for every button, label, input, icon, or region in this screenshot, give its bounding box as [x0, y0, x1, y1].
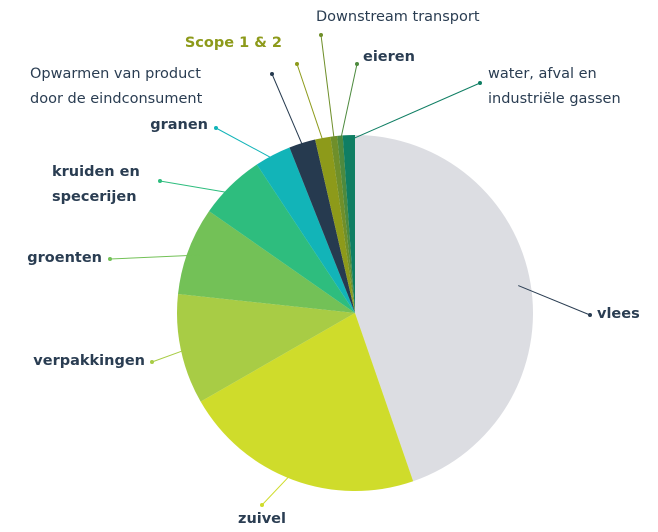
slice-label: granen: [150, 117, 208, 133]
pie-slice: [256, 147, 355, 313]
leader-line: [320, 34, 335, 142]
leader-line: [348, 82, 481, 141]
pie-slice: [315, 136, 355, 313]
pie-slice: [177, 294, 355, 402]
leader-line: [339, 63, 358, 142]
pie-slice: [337, 135, 355, 313]
leader-dot: [478, 81, 482, 85]
pie-slice: [200, 313, 414, 491]
leader-line: [296, 63, 325, 144]
leader-dot: [295, 62, 299, 66]
leader-dot: [588, 313, 592, 317]
slice-label: Opwarmen van product door de eindconsume…: [30, 66, 203, 107]
slice-label: zuivel: [238, 511, 286, 527]
leader-dot: [214, 126, 218, 130]
slice-label: water, afval en industriële gassen: [488, 66, 621, 107]
leader-dot: [319, 33, 323, 37]
slice-label: vlees: [597, 306, 640, 322]
slice-label: verpakkingen: [33, 353, 145, 369]
pie-slice: [209, 164, 355, 313]
slice-label: Scope 1 & 2: [184, 35, 282, 51]
leader-dot: [158, 179, 162, 183]
leader-dot: [355, 62, 359, 66]
pie-slice: [342, 135, 355, 313]
leader-line: [151, 346, 194, 363]
leader-line: [159, 180, 240, 195]
pie-slice: [330, 135, 355, 313]
pie-slice: [289, 139, 355, 313]
leader-line: [109, 254, 200, 260]
leader-line: [271, 73, 305, 149]
slice-label: eieren: [363, 49, 415, 65]
leader-line: [518, 285, 591, 316]
leader-line: [215, 127, 276, 161]
pie-slice: [178, 211, 355, 313]
slice-label: groenten: [27, 250, 102, 266]
slice-label: kruiden en specerijen: [52, 164, 140, 205]
leader-line: [261, 467, 298, 506]
pie-slice: [355, 135, 533, 482]
leader-dot: [150, 360, 154, 364]
leader-dot: [108, 257, 112, 261]
leader-dot: [260, 503, 264, 507]
leader-dot: [270, 72, 274, 76]
slice-label: Downstream transport: [316, 9, 480, 25]
